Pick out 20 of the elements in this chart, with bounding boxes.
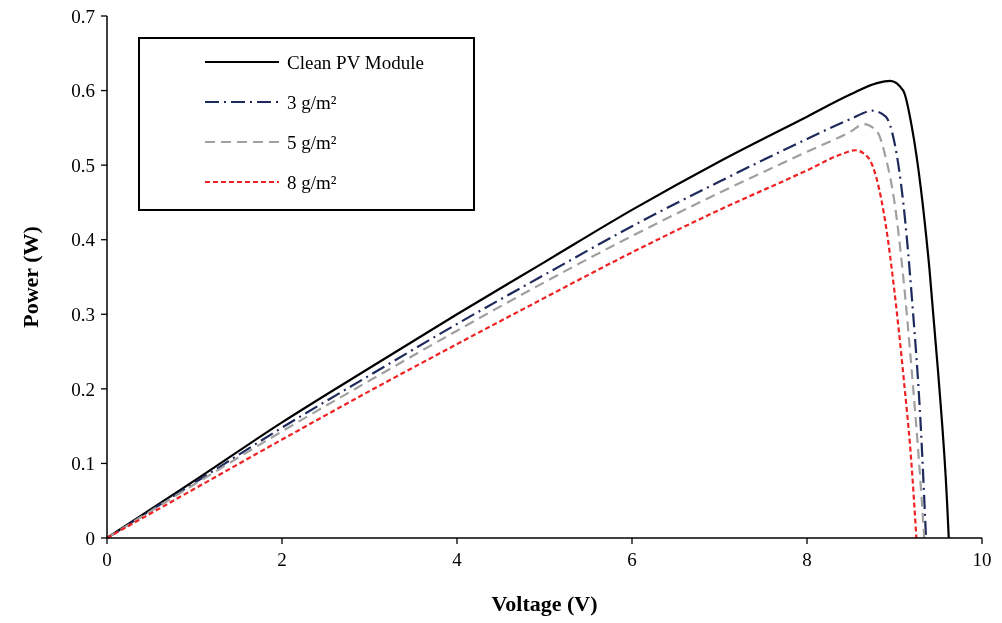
x-tick-label: 4 bbox=[452, 549, 463, 570]
y-tick-label: 0.5 bbox=[71, 154, 95, 176]
y-tick-label: 0.1 bbox=[71, 453, 95, 475]
y-tick-label: 0.4 bbox=[71, 229, 96, 251]
x-axis-title: Voltage (V) bbox=[491, 591, 598, 616]
y-axis-title: Power (W) bbox=[18, 226, 43, 328]
x-tick-label: 8 bbox=[802, 549, 812, 570]
y-tick-label: 0.2 bbox=[71, 378, 95, 400]
y-tick-label: 0.3 bbox=[71, 303, 95, 325]
x-tick-label: 2 bbox=[277, 549, 287, 570]
y-tick-label: 0.7 bbox=[71, 5, 95, 27]
y-tick-label: 0.6 bbox=[71, 80, 95, 102]
legend-label: 8 g/m² bbox=[287, 171, 337, 193]
legend-label: 3 g/m² bbox=[287, 91, 337, 113]
x-tick-label: 10 bbox=[972, 549, 992, 570]
y-tick-label: 0 bbox=[85, 527, 95, 549]
x-tick-label: 0 bbox=[102, 549, 112, 570]
legend-label: 5 g/m² bbox=[287, 131, 337, 153]
x-tick-label: 6 bbox=[627, 549, 637, 570]
legend-label: Clean PV Module bbox=[287, 51, 424, 73]
